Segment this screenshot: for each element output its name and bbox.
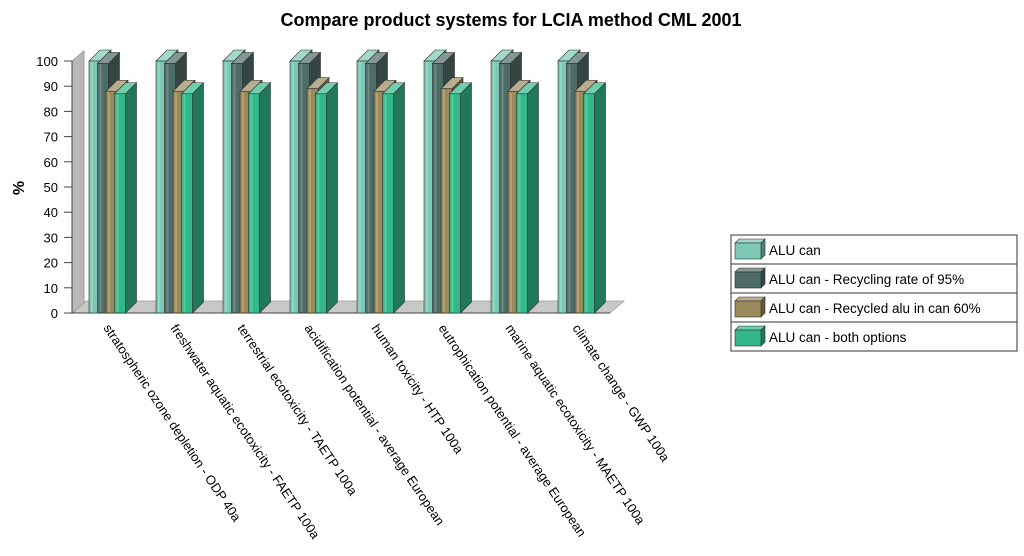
y-tick-label: 80 (44, 104, 58, 119)
bar (448, 82, 473, 314)
legend-swatch (734, 267, 766, 289)
legend-label: ALU can - both options (769, 330, 907, 345)
y-tick-label: 40 (44, 205, 58, 220)
y-tick-label: 100 (36, 54, 58, 69)
legend-label: ALU can - Recycling rate of 95% (769, 272, 964, 287)
legend: ALU can ALU can - Recycling rate of 95% AL… (730, 234, 1018, 352)
floor-plane (70, 300, 626, 314)
category-label: freshwater aquatic ecotoxicity - FAETP 1… (168, 321, 324, 542)
chart-title: Compare product systems for LCIA method … (280, 10, 741, 30)
bar (247, 82, 272, 314)
category-label: terrestrial ecotoxicity - TAETP 100a (235, 321, 361, 498)
bar (113, 82, 138, 314)
bar (381, 82, 406, 314)
y-tick-label: 90 (44, 79, 58, 94)
y-axis: 0 10 20 30 40 50 60 70 80 90 100 (36, 54, 610, 321)
y-tick-label: 20 (44, 256, 58, 271)
y-tick-label: 60 (44, 155, 58, 170)
legend-label: ALU can - Recycled alu in can 60% (769, 301, 981, 316)
chart-floor (70, 50, 626, 314)
legend-label: ALU can (769, 243, 821, 258)
legend-swatch (734, 238, 766, 260)
bar (180, 82, 205, 314)
bar (582, 82, 607, 314)
y-tick-label: 30 (44, 230, 58, 245)
y-tick-label: 10 (44, 281, 58, 296)
category-label: stratospheric ozone depletion - ODP 40a (101, 321, 245, 525)
y-tick-label: 0 (51, 306, 58, 321)
left-wall (71, 50, 85, 314)
bar (314, 82, 339, 314)
category-label: eutrophication potential - average Europ… (436, 321, 590, 539)
legend-swatch (734, 296, 766, 318)
category-label: acidification potential - average Europe… (302, 321, 448, 528)
bar (515, 82, 540, 314)
x-axis-labels: stratospheric ozone depletion - ODP 40af… (101, 321, 674, 542)
y-axis-label: % (11, 181, 28, 195)
y-tick-label: 50 (44, 180, 58, 195)
bars (88, 49, 607, 314)
y-tick-label: 70 (44, 130, 58, 145)
legend-swatch (734, 325, 766, 347)
category-label: marine aquatic ecotoxicity - MAETP 100a (503, 321, 649, 528)
